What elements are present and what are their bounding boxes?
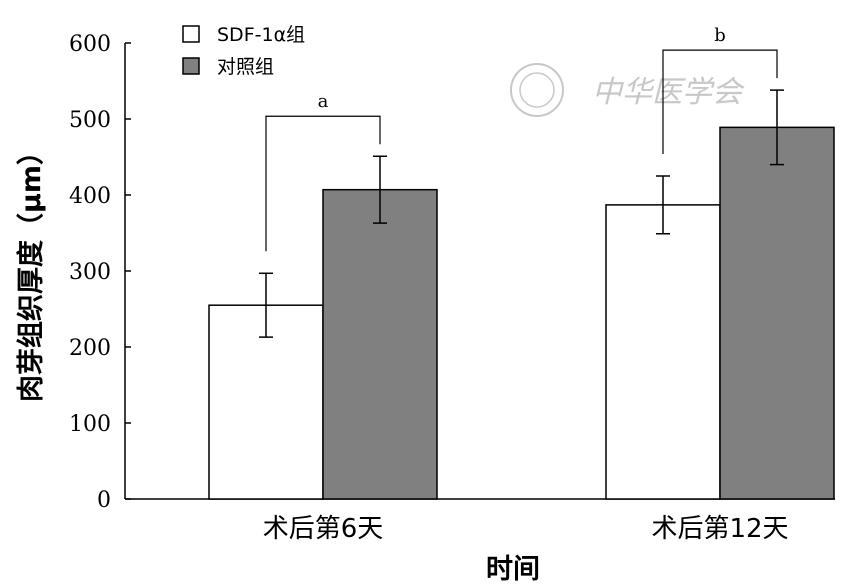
watermark: 中华医学会 [510, 63, 745, 117]
y-tick-label: 100 [69, 412, 111, 437]
legend-label-sdf: SDF-1α组 [217, 24, 305, 46]
legend: SDF-1α组 对照组 [182, 24, 305, 78]
watermark-text: 中华医学会 [592, 75, 745, 110]
y-tick-label: 200 [69, 336, 111, 361]
y-tick-label: 500 [69, 108, 111, 133]
x-category-labels: 术后第6天 术后第12天 [263, 514, 789, 544]
significance-brackets: ab [265, 25, 778, 252]
watermark-seal-icon [510, 63, 564, 117]
y-tick-label: 400 [69, 184, 111, 209]
x-axis-title: 时间 [486, 554, 540, 585]
y-tick-label: 600 [69, 32, 111, 57]
significance-bracket [265, 115, 381, 252]
y-tick-labels: 0 100 200 300 400 500 600 [69, 32, 111, 513]
bar [719, 126, 835, 500]
significance-label: b [714, 25, 726, 46]
legend-swatch-sdf [182, 25, 200, 43]
significance-label: a [318, 91, 329, 112]
error-bars [259, 89, 784, 338]
y-tick-label: 300 [69, 260, 111, 285]
legend-swatch-control [182, 57, 200, 75]
y-tick-label: 0 [97, 488, 111, 513]
legend-label-control: 对照组 [217, 56, 274, 78]
significance-bracket [662, 49, 778, 154]
bars [208, 126, 835, 500]
watermark-seal-inner-icon [519, 72, 555, 108]
bar [322, 188, 438, 500]
x-category-label: 术后第12天 [651, 514, 788, 544]
bar [605, 204, 721, 500]
y-axis-title: 肉芽组织厚度（μm） [15, 138, 47, 402]
x-category-label: 术后第6天 [263, 514, 384, 544]
